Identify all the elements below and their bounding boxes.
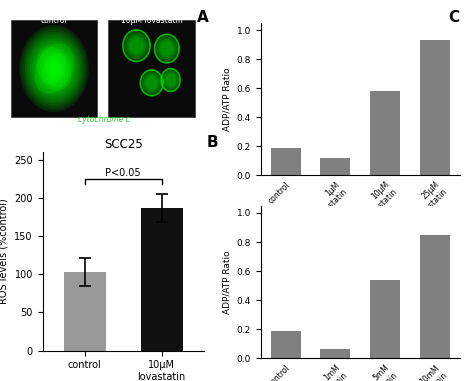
Bar [420,235,450,358]
Polygon shape [23,30,85,107]
Polygon shape [27,34,81,103]
Polygon shape [146,77,157,89]
Bar [370,91,400,175]
Text: B: B [206,135,218,150]
Polygon shape [30,39,78,98]
Polygon shape [28,37,80,101]
Polygon shape [35,44,73,93]
Polygon shape [36,45,73,92]
Polygon shape [158,38,176,59]
Polygon shape [44,56,64,81]
Polygon shape [123,30,150,61]
Polygon shape [144,74,159,91]
Polygon shape [45,57,63,80]
Polygon shape [50,63,58,74]
Polygon shape [40,51,68,86]
Y-axis label: ADP/ATP Ratio: ADP/ATP Ratio [222,250,231,314]
Polygon shape [155,35,178,62]
Polygon shape [147,78,156,88]
Polygon shape [127,34,146,58]
Polygon shape [163,70,179,90]
Polygon shape [49,63,59,74]
Bar [271,331,301,358]
Polygon shape [155,34,179,63]
Text: P<0.05: P<0.05 [105,168,141,178]
Polygon shape [141,71,162,94]
Polygon shape [125,33,148,59]
Polygon shape [142,72,161,93]
Polygon shape [20,26,88,111]
Polygon shape [51,65,57,72]
Polygon shape [128,35,146,56]
Bar [11,20,97,117]
Polygon shape [162,70,179,90]
Polygon shape [46,58,62,79]
Polygon shape [52,66,56,71]
Polygon shape [25,32,83,105]
Y-axis label: ROS levels (%control): ROS levels (%control) [0,199,9,304]
Polygon shape [129,37,144,55]
Polygon shape [140,70,163,96]
Bar [140,208,182,351]
Polygon shape [22,28,86,109]
Bar [64,272,106,351]
Y-axis label: ADP/ATP Ratio: ADP/ATP Ratio [222,67,231,131]
Polygon shape [42,54,66,83]
Bar [320,349,350,358]
Polygon shape [159,39,175,58]
Text: 10μM lovastatin: 10μM lovastatin [121,16,182,25]
Bar [370,280,400,358]
Polygon shape [47,60,61,77]
Polygon shape [167,75,174,85]
Polygon shape [156,37,177,61]
Polygon shape [41,52,67,85]
Title: SCC25: SCC25 [104,138,143,151]
Bar [320,158,350,175]
Polygon shape [53,67,55,70]
Polygon shape [130,38,143,53]
Polygon shape [34,43,74,94]
Polygon shape [161,69,180,91]
Polygon shape [161,42,173,56]
Polygon shape [145,75,158,90]
Polygon shape [164,72,177,88]
Polygon shape [48,61,60,77]
Polygon shape [39,50,69,88]
Text: cytochrome c: cytochrome c [78,115,130,124]
Polygon shape [37,47,71,90]
Polygon shape [124,31,149,60]
Polygon shape [164,72,178,88]
Bar [108,20,195,117]
Text: A: A [197,10,209,24]
Polygon shape [166,74,175,86]
Polygon shape [43,54,65,83]
Bar [420,40,450,175]
Polygon shape [131,40,142,52]
Polygon shape [32,41,76,96]
Polygon shape [160,40,174,57]
Polygon shape [165,74,176,86]
Text: C: C [449,10,460,24]
Polygon shape [162,43,172,54]
Bar [271,148,301,175]
Polygon shape [37,48,71,90]
Text: control: control [41,16,67,25]
Polygon shape [143,73,160,93]
